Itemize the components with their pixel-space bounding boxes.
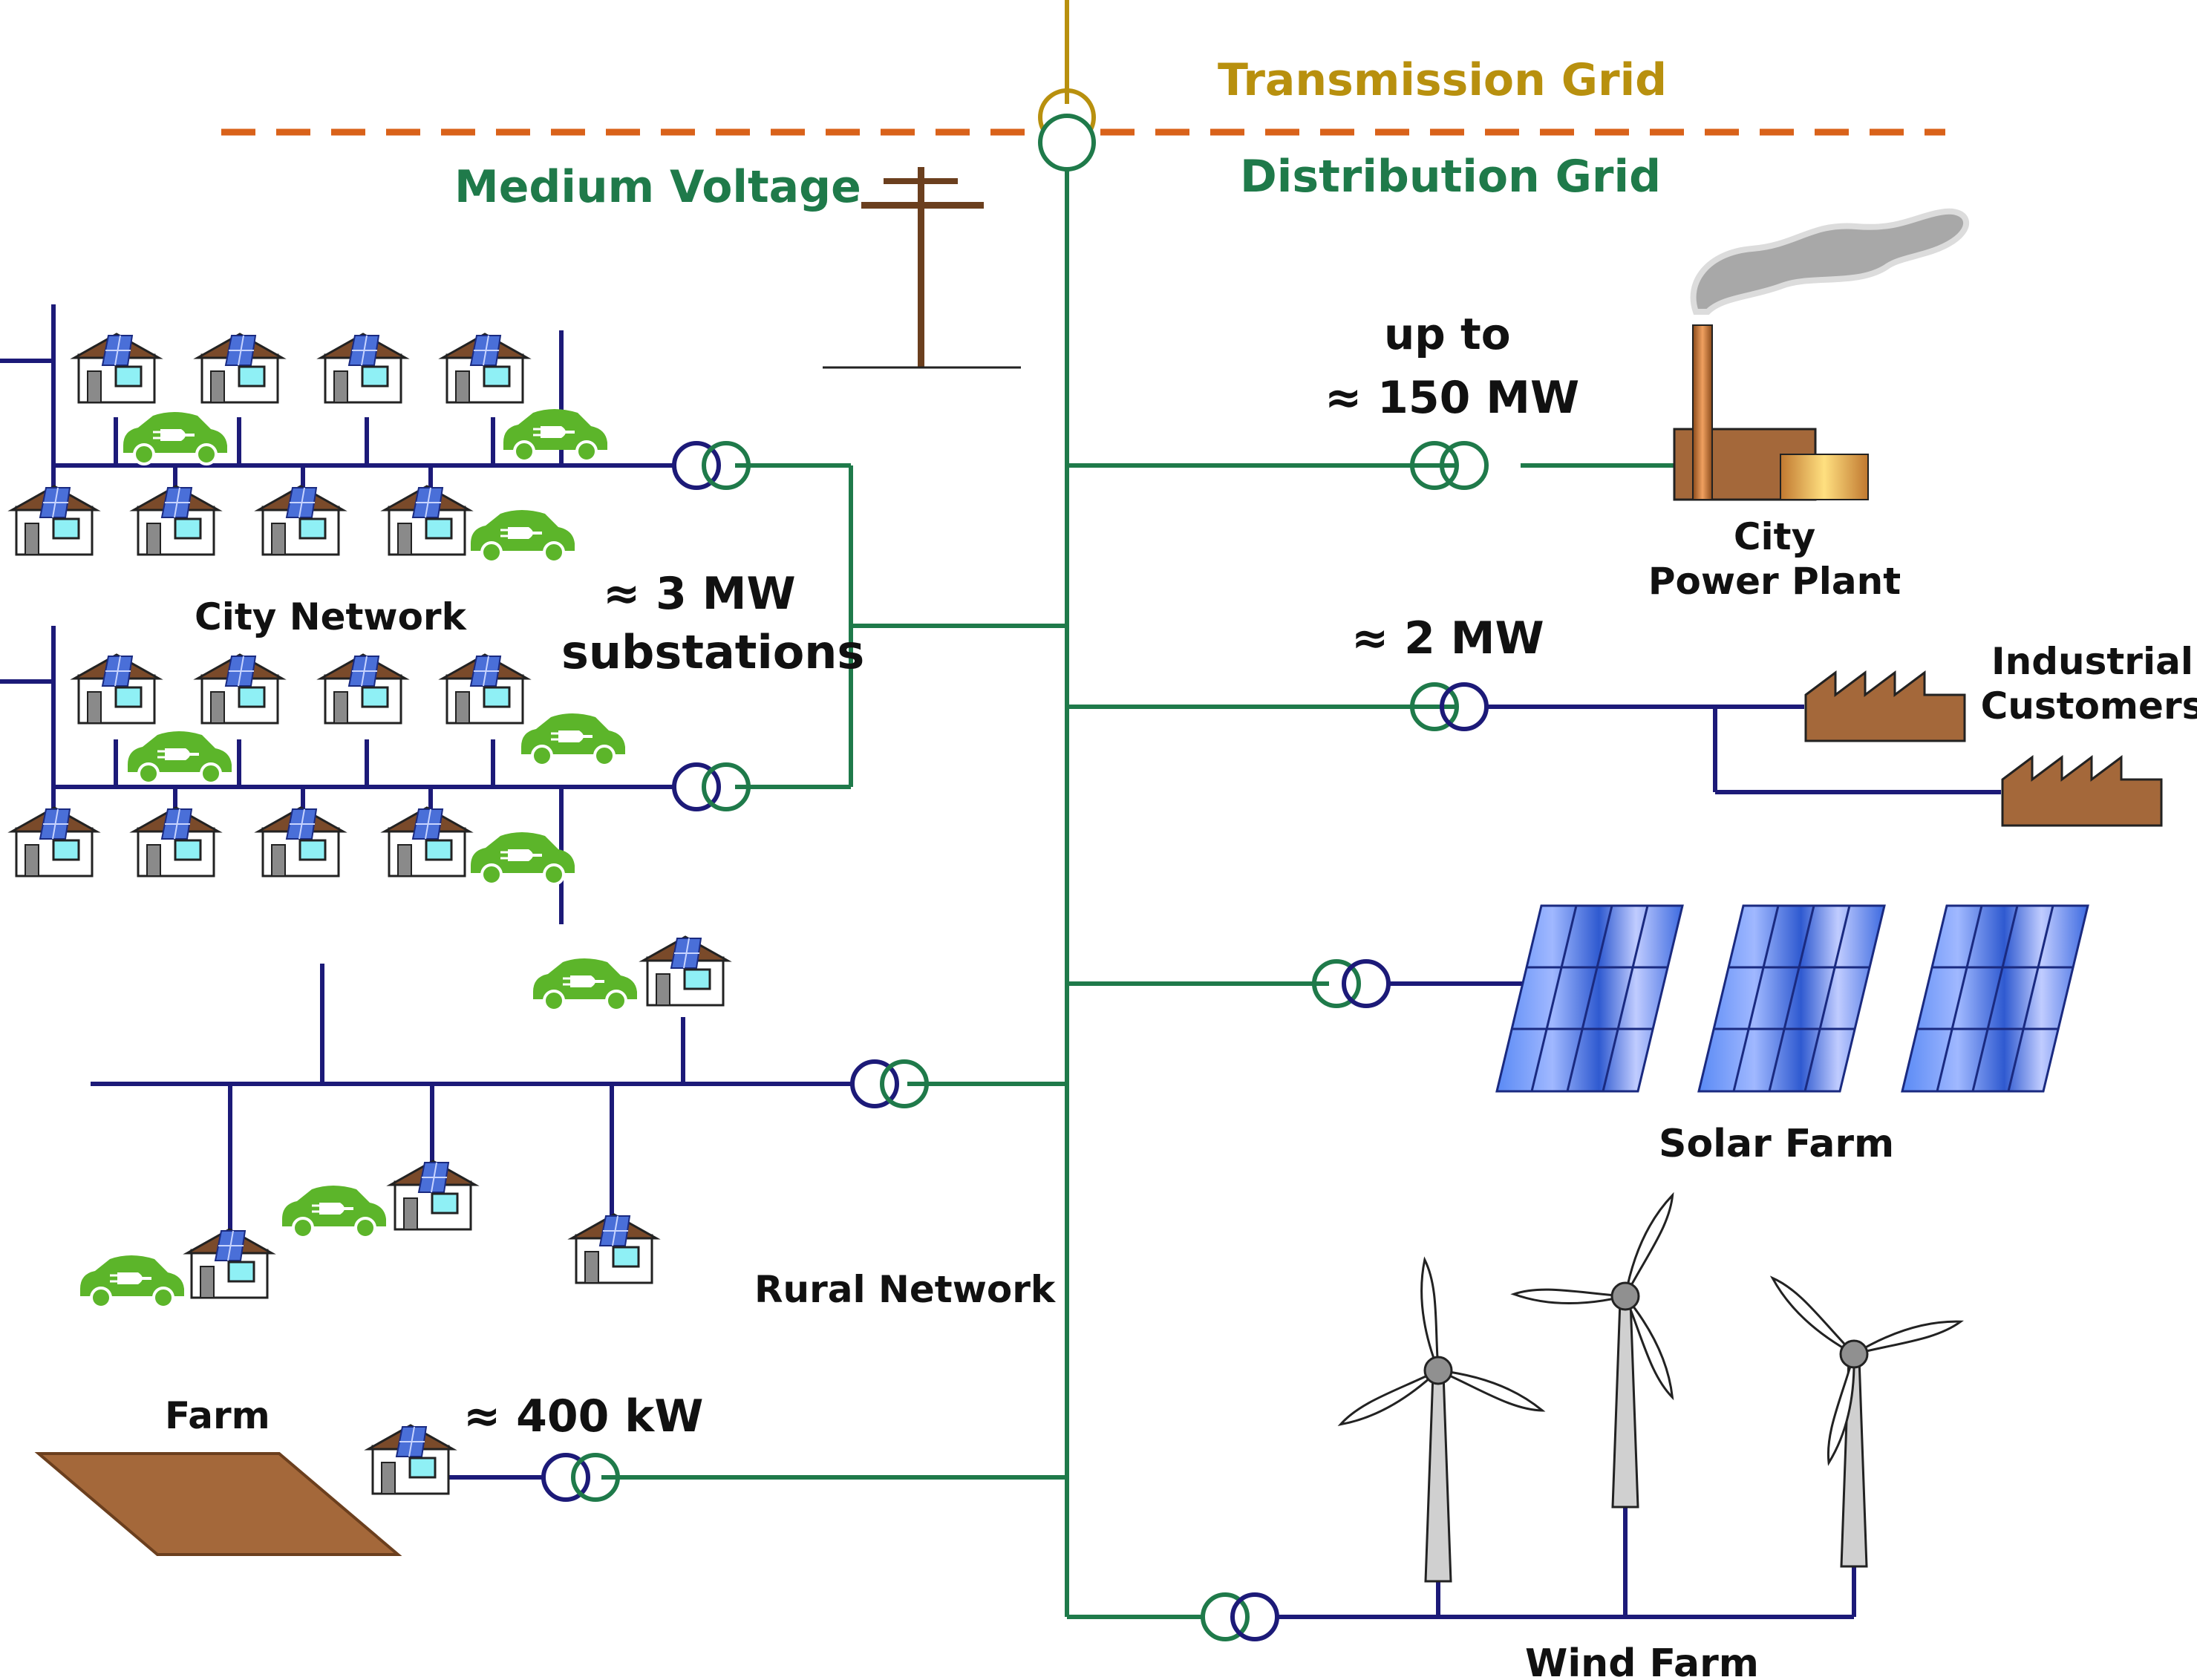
solar-panel-icon [1495,904,1684,1093]
solar-farm-label: Solar Farm [1659,1122,1894,1166]
power-plant-label: Power Plant [1648,560,1901,603]
house-icon [73,333,160,404]
factory-icon [1804,671,1966,742]
low-voltage-network [0,304,2001,1619]
distribution-grid-label: Distribution Grid [1240,151,1661,203]
wind-turbine-icon [1764,1274,1963,1568]
farm-capacity: ≈ 400 kW [463,1390,703,1442]
house-icon [642,935,729,1007]
house-icon [257,806,345,877]
rural-network [79,935,729,1309]
house-icon [383,485,471,556]
solar-panel-icon [1697,904,1886,1093]
city-network-upper [10,333,609,563]
industrial-label: Industrial [1991,640,2193,683]
rural-network-label: Rural Network [754,1268,1057,1311]
house-icon [441,333,529,404]
substation-capacity: ≈ 3 MW [603,568,796,620]
house-icon [383,806,471,877]
house-icon [389,1160,477,1231]
substations-label: substations [561,625,864,679]
house-icon [441,653,529,725]
power-plant-capacity-prefix: up to [1384,309,1511,359]
electric-car-icon [532,957,639,1012]
transmission-grid-label: Transmission Grid [1218,54,1667,106]
main-transformer-secondary [1038,114,1096,171]
electric-car-icon [126,730,233,785]
house-icon [10,806,98,877]
electric-car-icon [520,712,627,767]
house-icon [319,333,407,404]
house-icon [196,653,284,725]
house-icon [186,1228,273,1299]
city-label: City [1734,515,1815,558]
electric-car-icon [79,1254,186,1309]
house-icon [570,1213,658,1284]
farm-field-icon [34,1452,402,1556]
city-network-label: City Network [195,595,468,638]
house-icon [319,653,407,725]
electric-car-icon [122,411,229,465]
house-icon [10,485,98,556]
farm-house-icon [367,1424,454,1495]
medium-voltage-label: Medium Voltage [454,161,861,213]
customers-label: Customers [1981,684,2197,728]
power-plant-capacity: ≈ 150 MW [1325,372,1579,424]
city-network-lower [10,653,627,886]
factory-icon [2001,756,2163,827]
solar-panel-icon [1901,904,2089,1093]
wind-farm-label: Wind Farm [1525,1641,1759,1680]
house-icon [257,485,345,556]
wind-turbine-icon [1337,1258,1547,1583]
house-icon [73,653,160,725]
house-icon [132,806,220,877]
utility-pole-icon [823,167,1021,369]
electric-car-icon [469,509,576,563]
electric-car-icon [502,408,609,463]
medium-voltage-network [601,169,1674,1619]
industrial-capacity: ≈ 2 MW [1351,612,1544,664]
power-plant-icon [1673,208,1970,501]
house-icon [196,333,284,404]
transformer-power-plant [1410,441,1489,490]
transformer-wind [1201,1592,1279,1641]
wind-turbine-icon [1512,1189,1684,1509]
house-icon [132,485,220,556]
electric-car-icon [281,1184,388,1239]
farm-label: Farm [165,1394,270,1437]
